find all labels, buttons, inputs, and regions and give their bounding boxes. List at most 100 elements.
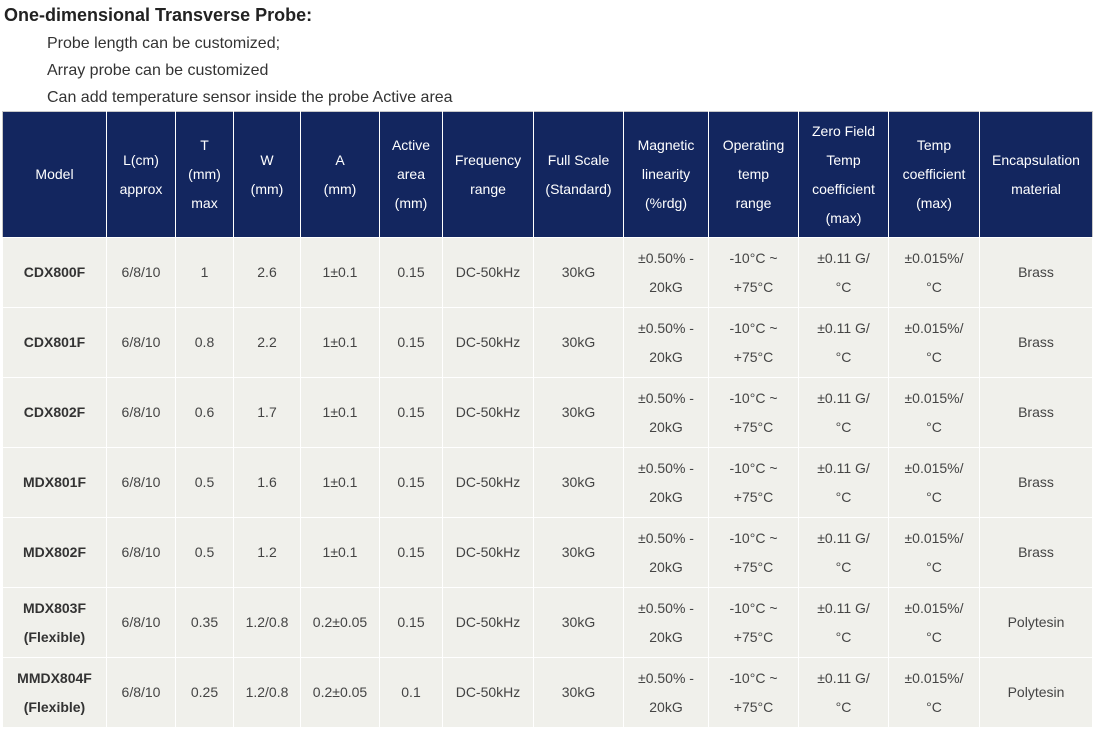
header-line: (mm) bbox=[323, 180, 357, 197]
cell-magnetic-linearity-line: 20kG bbox=[649, 628, 683, 645]
cell-magnetic-linearity-line: ±0.50% - bbox=[638, 319, 694, 336]
cell-thickness: 0.35 bbox=[175, 587, 234, 658]
table-row: MMDX804F (Flexible) 6/8/10 0.25 1.2/0.8 0.2±0… bbox=[2, 657, 1093, 728]
header-line: approx bbox=[119, 180, 163, 197]
header-line: Active bbox=[391, 137, 431, 153]
cell-magnetic-linearity: ±0.50% - 20kG bbox=[623, 517, 709, 588]
cell-zero-field-temp-coef: ±0.11 G/ °C bbox=[798, 447, 889, 518]
cell-full-scale: 30kG bbox=[533, 237, 624, 308]
cell-operating-temp-line: -10°C ~ bbox=[729, 319, 778, 336]
cell-magnetic-linearity-line: ±0.50% - bbox=[638, 599, 694, 616]
cell-active-area: 0.15 bbox=[379, 587, 443, 658]
header-thickness: T (mm) max bbox=[175, 111, 234, 238]
header-length: L(cm) approx bbox=[106, 111, 176, 238]
table-row: CDX800F 6/8/10 1 2.6 1±0.1 0.15 DC-50kHz 30kG ±0… bbox=[2, 237, 1093, 308]
cell-length: 6/8/10 bbox=[106, 447, 176, 518]
header-zero-field-temp-coef: Zero Field Temp coefficient (max) bbox=[798, 111, 889, 238]
header-full-scale: Full Scale (Standard) bbox=[533, 111, 624, 238]
table-row: MDX802F 6/8/10 0.5 1.2 1±0.1 0.15 DC-50kHz 30kG… bbox=[2, 517, 1093, 588]
cell-encapsulation: Brass bbox=[979, 517, 1093, 588]
cell-operating-temp: -10°C ~ +75°C bbox=[708, 517, 799, 588]
header-a: A (mm) bbox=[300, 111, 380, 238]
cell-temp-coef-line: °C bbox=[926, 698, 942, 715]
header-line: coefficient bbox=[902, 166, 966, 182]
cell-model: MDX803F (Flexible) bbox=[2, 587, 107, 658]
cell-width: 1.2/0.8 bbox=[233, 657, 301, 728]
header-line: Magnetic bbox=[637, 137, 695, 153]
header-frequency: Frequency range bbox=[442, 111, 534, 238]
cell-model-line: MDX801F bbox=[22, 474, 87, 490]
cell-active-area: 0.1 bbox=[379, 657, 443, 728]
cell-zero-field-temp-coef: ±0.11 G/ °C bbox=[798, 517, 889, 588]
cell-model: MDX802F bbox=[2, 517, 107, 588]
note-probe-length: Probe length can be customized; bbox=[47, 35, 281, 52]
cell-full-scale: 30kG bbox=[533, 447, 624, 518]
header-line: Operating bbox=[722, 137, 785, 153]
cell-length: 6/8/10 bbox=[106, 657, 176, 728]
header-line: (mm) bbox=[250, 180, 284, 197]
cell-operating-temp-line: +75°C bbox=[733, 488, 774, 505]
cell-temp-coef-line: °C bbox=[926, 628, 942, 645]
cell-encapsulation: Brass bbox=[979, 307, 1093, 378]
cell-operating-temp: -10°C ~ +75°C bbox=[708, 377, 799, 448]
cell-magnetic-linearity-line: 20kG bbox=[649, 348, 683, 365]
cell-model-line: CDX802F bbox=[23, 404, 86, 420]
cell-temp-coef: ±0.015%/ °C bbox=[888, 657, 980, 728]
cell-frequency: DC-50kHz bbox=[442, 307, 534, 378]
cell-encapsulation: Polytesin bbox=[979, 657, 1093, 728]
table-row: MDX803F (Flexible) 6/8/10 0.35 1.2/0.8 0.2±0.… bbox=[2, 587, 1093, 658]
cell-operating-temp-line: -10°C ~ bbox=[729, 669, 778, 686]
header-line: L(cm) bbox=[123, 151, 159, 168]
table-row: MDX801F 6/8/10 0.5 1.6 1±0.1 0.15 DC-50kHz 30kG… bbox=[2, 447, 1093, 518]
header-line: range bbox=[735, 195, 772, 211]
cell-frequency: DC-50kHz bbox=[442, 587, 534, 658]
header-line: Temp bbox=[916, 137, 952, 153]
cell-temp-coef: ±0.015%/ °C bbox=[888, 517, 980, 588]
cell-a: 1±0.1 bbox=[300, 377, 380, 448]
cell-operating-temp: -10°C ~ +75°C bbox=[708, 237, 799, 308]
cell-a: 1±0.1 bbox=[300, 237, 380, 308]
cell-full-scale: 30kG bbox=[533, 587, 624, 658]
header-line: (mm) bbox=[394, 195, 428, 211]
header-line: temp bbox=[737, 166, 770, 182]
cell-operating-temp-line: -10°C ~ bbox=[729, 599, 778, 616]
cell-width: 2.2 bbox=[233, 307, 301, 378]
table-header-row: Model L(cm) approx T (mm) max W (mm) A (mm) Active… bbox=[2, 111, 1093, 238]
header-line: Zero Field bbox=[811, 122, 876, 139]
cell-operating-temp-line: +75°C bbox=[733, 558, 774, 575]
cell-operating-temp: -10°C ~ +75°C bbox=[708, 447, 799, 518]
cell-frequency: DC-50kHz bbox=[442, 517, 534, 588]
cell-width: 2.6 bbox=[233, 237, 301, 308]
header-line: Encapsulation bbox=[992, 151, 1080, 168]
header-line: coefficient bbox=[812, 180, 875, 197]
cell-thickness: 0.6 bbox=[175, 377, 234, 448]
cell-zero-field-temp-coef-line: ±0.11 G/ bbox=[817, 249, 870, 266]
header-line: Model bbox=[35, 166, 74, 182]
cell-width: 1.6 bbox=[233, 447, 301, 518]
cell-temp-coef: ±0.015%/ °C bbox=[888, 447, 980, 518]
cell-a: 1±0.1 bbox=[300, 447, 380, 518]
header-width: W (mm) bbox=[233, 111, 301, 238]
cell-model-line: MMDX804F bbox=[17, 669, 92, 686]
cell-zero-field-temp-coef-line: ±0.11 G/ bbox=[817, 389, 870, 406]
cell-temp-coef-line: °C bbox=[926, 418, 942, 435]
cell-magnetic-linearity-line: ±0.50% - bbox=[638, 529, 694, 546]
cell-model-line: MDX803F bbox=[22, 599, 87, 616]
cell-model: CDX801F bbox=[2, 307, 107, 378]
cell-operating-temp-line: +75°C bbox=[733, 698, 774, 715]
cell-magnetic-linearity-line: ±0.50% - bbox=[638, 249, 694, 266]
cell-zero-field-temp-coef: ±0.11 G/ °C bbox=[798, 237, 889, 308]
cell-a: 0.2±0.05 bbox=[300, 587, 380, 658]
header-temp-coef: Temp coefficient (max) bbox=[888, 111, 980, 238]
cell-zero-field-temp-coef-line: ±0.11 G/ bbox=[817, 599, 870, 616]
cell-thickness: 0.5 bbox=[175, 447, 234, 518]
cell-zero-field-temp-coef-line: ±0.11 G/ bbox=[817, 319, 870, 336]
header-line: (Standard) bbox=[545, 180, 612, 197]
table-row: CDX802F 6/8/10 0.6 1.7 1±0.1 0.15 DC-50kHz 30kG… bbox=[2, 377, 1093, 448]
cell-full-scale: 30kG bbox=[533, 307, 624, 378]
header-line: T bbox=[200, 137, 209, 153]
cell-magnetic-linearity-line: ±0.50% - bbox=[638, 389, 694, 406]
cell-model-line: CDX801F bbox=[23, 334, 86, 350]
cell-temp-coef-line: °C bbox=[926, 278, 942, 295]
cell-operating-temp-line: -10°C ~ bbox=[729, 529, 778, 546]
